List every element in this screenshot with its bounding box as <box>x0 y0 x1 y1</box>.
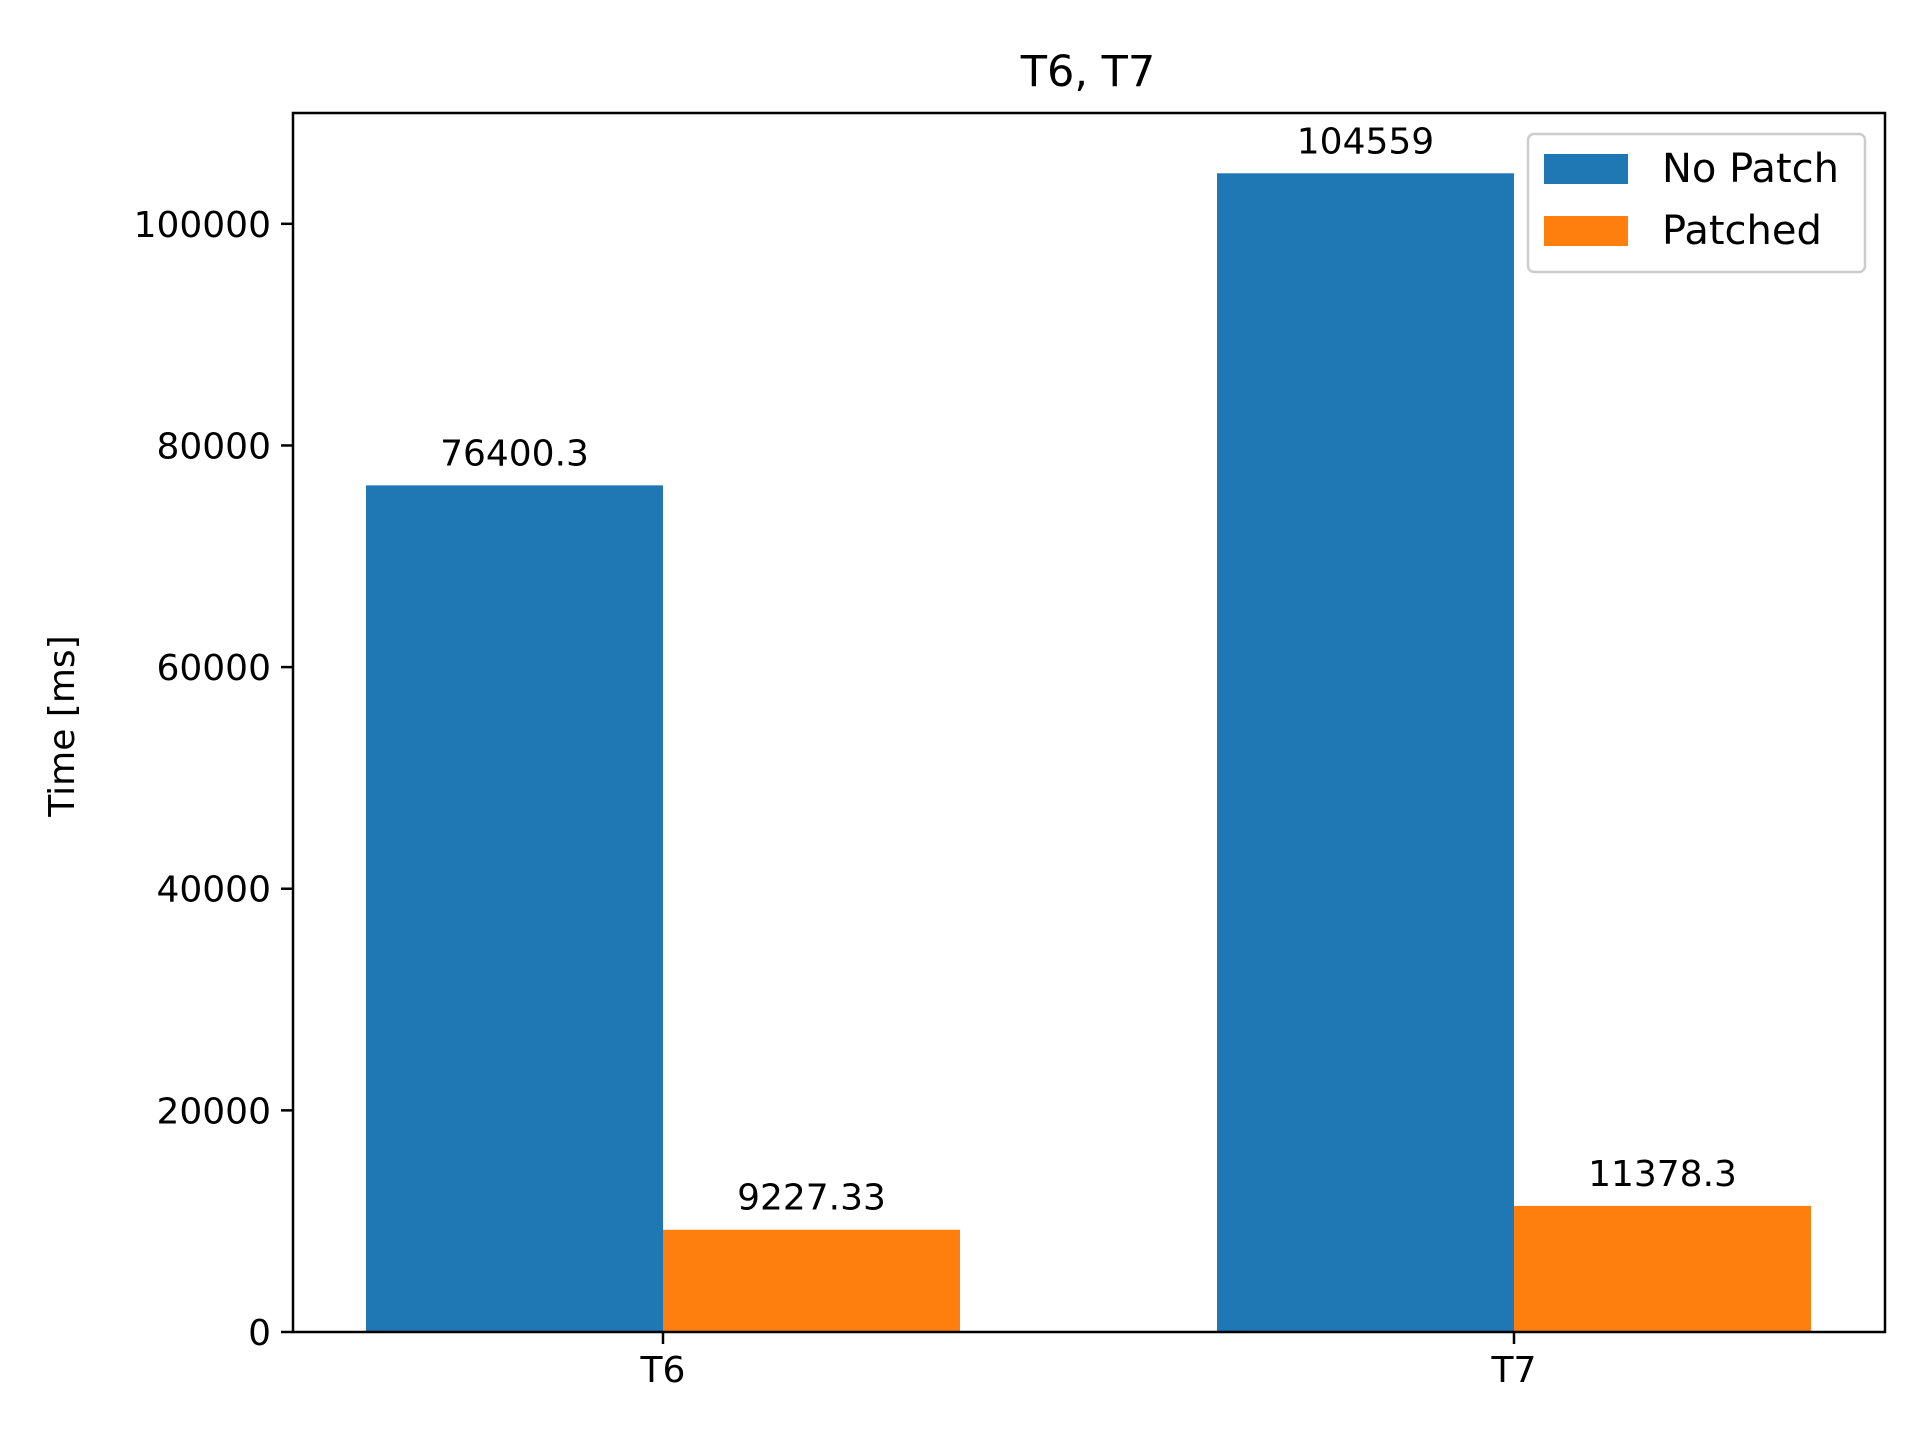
y-axis-label: Time [ms] <box>42 635 83 817</box>
legend-swatch-no-patch <box>1544 154 1628 184</box>
data-labels-group: 76400.3 104559 9227.33 11378.3 <box>440 121 1737 1218</box>
data-label-no-patch-t7: 104559 <box>1297 121 1434 162</box>
bar-patched-t6 <box>663 1229 960 1332</box>
x-axis-ticks: T6 T7 <box>640 1332 1537 1391</box>
legend-label-patched: Patched <box>1662 208 1822 254</box>
data-label-patched-t7: 11378.3 <box>1588 1154 1737 1195</box>
chart-title: T6, T7 <box>1020 47 1156 97</box>
bars-group <box>366 173 1811 1333</box>
y-axis-ticks: 0 20000 40000 60000 80000 100000 <box>134 205 293 1354</box>
data-label-patched-t6: 9227.33 <box>737 1178 886 1219</box>
y-tick-label: 60000 <box>156 648 271 689</box>
bar-no-patch-t7 <box>1217 173 1514 1333</box>
y-tick-label: 100000 <box>134 205 271 246</box>
legend: No Patch Patched <box>1526 132 1867 274</box>
legend-swatch-patched <box>1544 216 1628 246</box>
legend-label-no-patch: No Patch <box>1662 146 1839 192</box>
y-tick-label: 40000 <box>156 870 271 911</box>
x-tick-label: T6 <box>640 1350 686 1391</box>
data-label-no-patch-t6: 76400.3 <box>440 433 589 474</box>
y-tick-label: 20000 <box>156 1091 271 1132</box>
plot-frame <box>291 111 1887 1334</box>
bar-patched-t7 <box>1514 1205 1811 1332</box>
y-tick-label: 80000 <box>156 426 271 467</box>
bar-no-patch-t6 <box>366 485 663 1332</box>
x-tick-label: T7 <box>1491 1350 1537 1391</box>
y-tick-label: 0 <box>248 1313 271 1354</box>
